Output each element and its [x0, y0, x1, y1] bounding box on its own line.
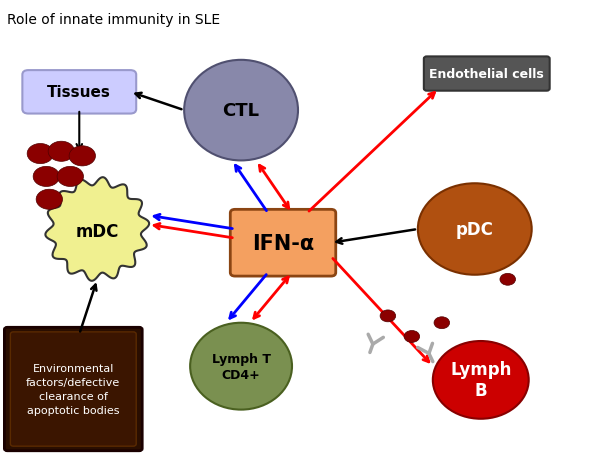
Polygon shape	[45, 178, 149, 281]
Circle shape	[434, 317, 450, 329]
Text: Role of innate immunity in SLE: Role of innate immunity in SLE	[7, 13, 220, 27]
Text: IFN-α: IFN-α	[252, 233, 314, 253]
FancyBboxPatch shape	[231, 210, 336, 276]
Ellipse shape	[418, 184, 532, 275]
Circle shape	[36, 190, 63, 210]
Circle shape	[57, 167, 84, 187]
Circle shape	[380, 310, 396, 322]
Ellipse shape	[190, 323, 292, 410]
Text: Tissues: Tissues	[48, 85, 111, 100]
Text: Environmental
factors/defective
clearance of
apoptotic bodies: Environmental factors/defective clearanc…	[26, 363, 120, 415]
Circle shape	[404, 331, 420, 343]
Text: pDC: pDC	[456, 220, 494, 239]
FancyBboxPatch shape	[424, 57, 550, 91]
Circle shape	[27, 144, 54, 164]
Text: Lymph
B: Lymph B	[450, 361, 512, 399]
Circle shape	[33, 167, 60, 187]
Ellipse shape	[184, 61, 298, 161]
Circle shape	[500, 274, 515, 285]
FancyBboxPatch shape	[10, 332, 136, 446]
Text: CTL: CTL	[223, 102, 259, 120]
Circle shape	[48, 142, 75, 162]
Text: mDC: mDC	[76, 223, 119, 241]
Ellipse shape	[433, 341, 529, 419]
FancyBboxPatch shape	[4, 328, 142, 451]
Circle shape	[69, 146, 96, 167]
FancyBboxPatch shape	[22, 71, 136, 114]
Text: Lymph T
CD4+: Lymph T CD4+	[211, 352, 270, 381]
Text: Endothelial cells: Endothelial cells	[429, 68, 544, 81]
